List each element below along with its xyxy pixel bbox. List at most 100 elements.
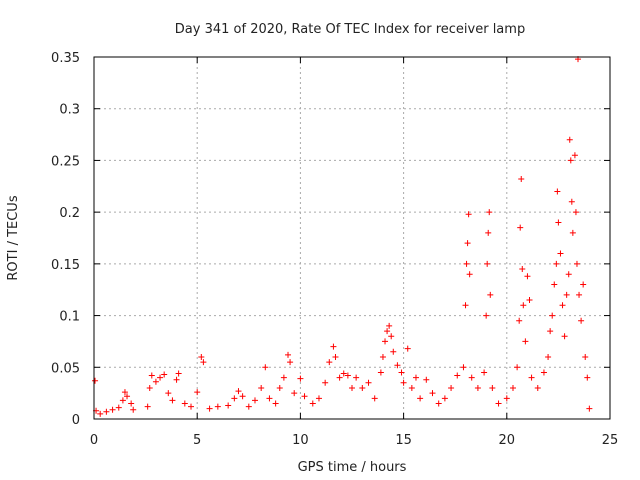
data-point	[520, 302, 527, 309]
data-point	[557, 250, 564, 257]
data-point	[344, 372, 351, 379]
data-point	[412, 374, 419, 381]
data-point	[540, 369, 547, 376]
data-point	[561, 333, 568, 340]
data-point	[332, 353, 339, 360]
data-point	[297, 375, 304, 382]
data-point	[266, 395, 273, 402]
data-point	[340, 370, 347, 377]
data-point	[487, 291, 494, 298]
data-point	[563, 291, 570, 298]
data-point	[382, 338, 389, 345]
data-point	[146, 384, 153, 391]
data-point	[315, 395, 322, 402]
data-point	[262, 364, 269, 371]
x-tick-label: 25	[602, 433, 619, 448]
data-point	[429, 390, 436, 397]
data-point	[481, 369, 488, 376]
data-point	[388, 333, 395, 340]
data-point	[148, 372, 155, 379]
data-point	[97, 410, 104, 417]
data-point	[569, 229, 576, 236]
data-point	[359, 384, 366, 391]
data-point	[353, 374, 360, 381]
data-point	[567, 157, 574, 164]
data-point	[214, 403, 221, 410]
data-point	[144, 403, 151, 410]
data-point	[545, 353, 552, 360]
data-point	[551, 281, 558, 288]
data-point	[454, 372, 461, 379]
data-point	[165, 390, 172, 397]
data-point	[435, 400, 442, 407]
data-point	[584, 374, 591, 381]
data-point	[474, 384, 481, 391]
data-point	[379, 353, 386, 360]
x-tick-label: 20	[499, 433, 516, 448]
y-tick-label: 0.25	[51, 154, 80, 169]
data-point	[175, 370, 182, 377]
data-point	[235, 388, 242, 395]
data-point	[400, 379, 407, 386]
data-point	[336, 374, 343, 381]
data-point	[390, 348, 397, 355]
data-point	[448, 384, 455, 391]
data-point	[483, 312, 490, 319]
data-point	[365, 379, 372, 386]
data-point	[121, 389, 128, 396]
data-point	[349, 384, 355, 391]
data-point	[524, 273, 531, 280]
x-tick-label: 10	[292, 433, 309, 448]
data-point	[566, 136, 573, 143]
data-point	[404, 345, 411, 352]
data-point	[565, 271, 572, 278]
data-point	[423, 376, 430, 383]
data-point	[276, 384, 283, 391]
data-point	[128, 400, 135, 407]
data-point	[157, 374, 164, 381]
data-point	[580, 281, 587, 288]
y-tick-label: 0	[72, 413, 80, 428]
data-point	[280, 374, 287, 381]
plot-frame	[93, 56, 611, 420]
data-point	[576, 291, 583, 298]
data-point	[489, 384, 496, 391]
y-tick-label: 0.35	[51, 51, 80, 66]
axis-ticks: 0 5 10 15 20 25 0 0.05 0.1 0.15 0.2 0.25 0.3 0.35	[51, 51, 618, 448]
data-point	[526, 297, 533, 304]
data-point	[582, 353, 589, 360]
data-point	[408, 384, 415, 391]
data-point	[417, 395, 424, 402]
data-point	[258, 384, 265, 391]
data-point	[486, 209, 493, 216]
x-tick-label: 15	[395, 433, 412, 448]
data-point	[371, 395, 378, 402]
data-point	[119, 397, 126, 404]
data-points	[92, 56, 593, 417]
data-point	[554, 188, 561, 195]
data-point	[572, 209, 579, 216]
data-point	[198, 353, 205, 360]
data-point	[285, 351, 292, 358]
data-point	[555, 219, 562, 226]
data-point	[522, 338, 529, 345]
data-point	[301, 393, 308, 400]
data-point	[516, 317, 523, 324]
data-point	[571, 152, 578, 159]
data-point	[484, 260, 491, 267]
data-point	[519, 266, 526, 273]
y-tick-label: 0.05	[51, 361, 80, 376]
data-point	[245, 403, 252, 410]
data-point	[495, 400, 502, 407]
data-point	[586, 405, 593, 412]
data-point	[394, 362, 401, 369]
data-point	[194, 389, 201, 396]
data-point	[503, 395, 510, 402]
chart-title: Day 341 of 2020, Rate Of TEC Index for r…	[175, 22, 525, 37]
data-point	[460, 364, 467, 371]
data-point	[398, 369, 405, 376]
data-point	[200, 359, 207, 366]
data-point	[169, 397, 176, 404]
data-point	[206, 405, 213, 412]
